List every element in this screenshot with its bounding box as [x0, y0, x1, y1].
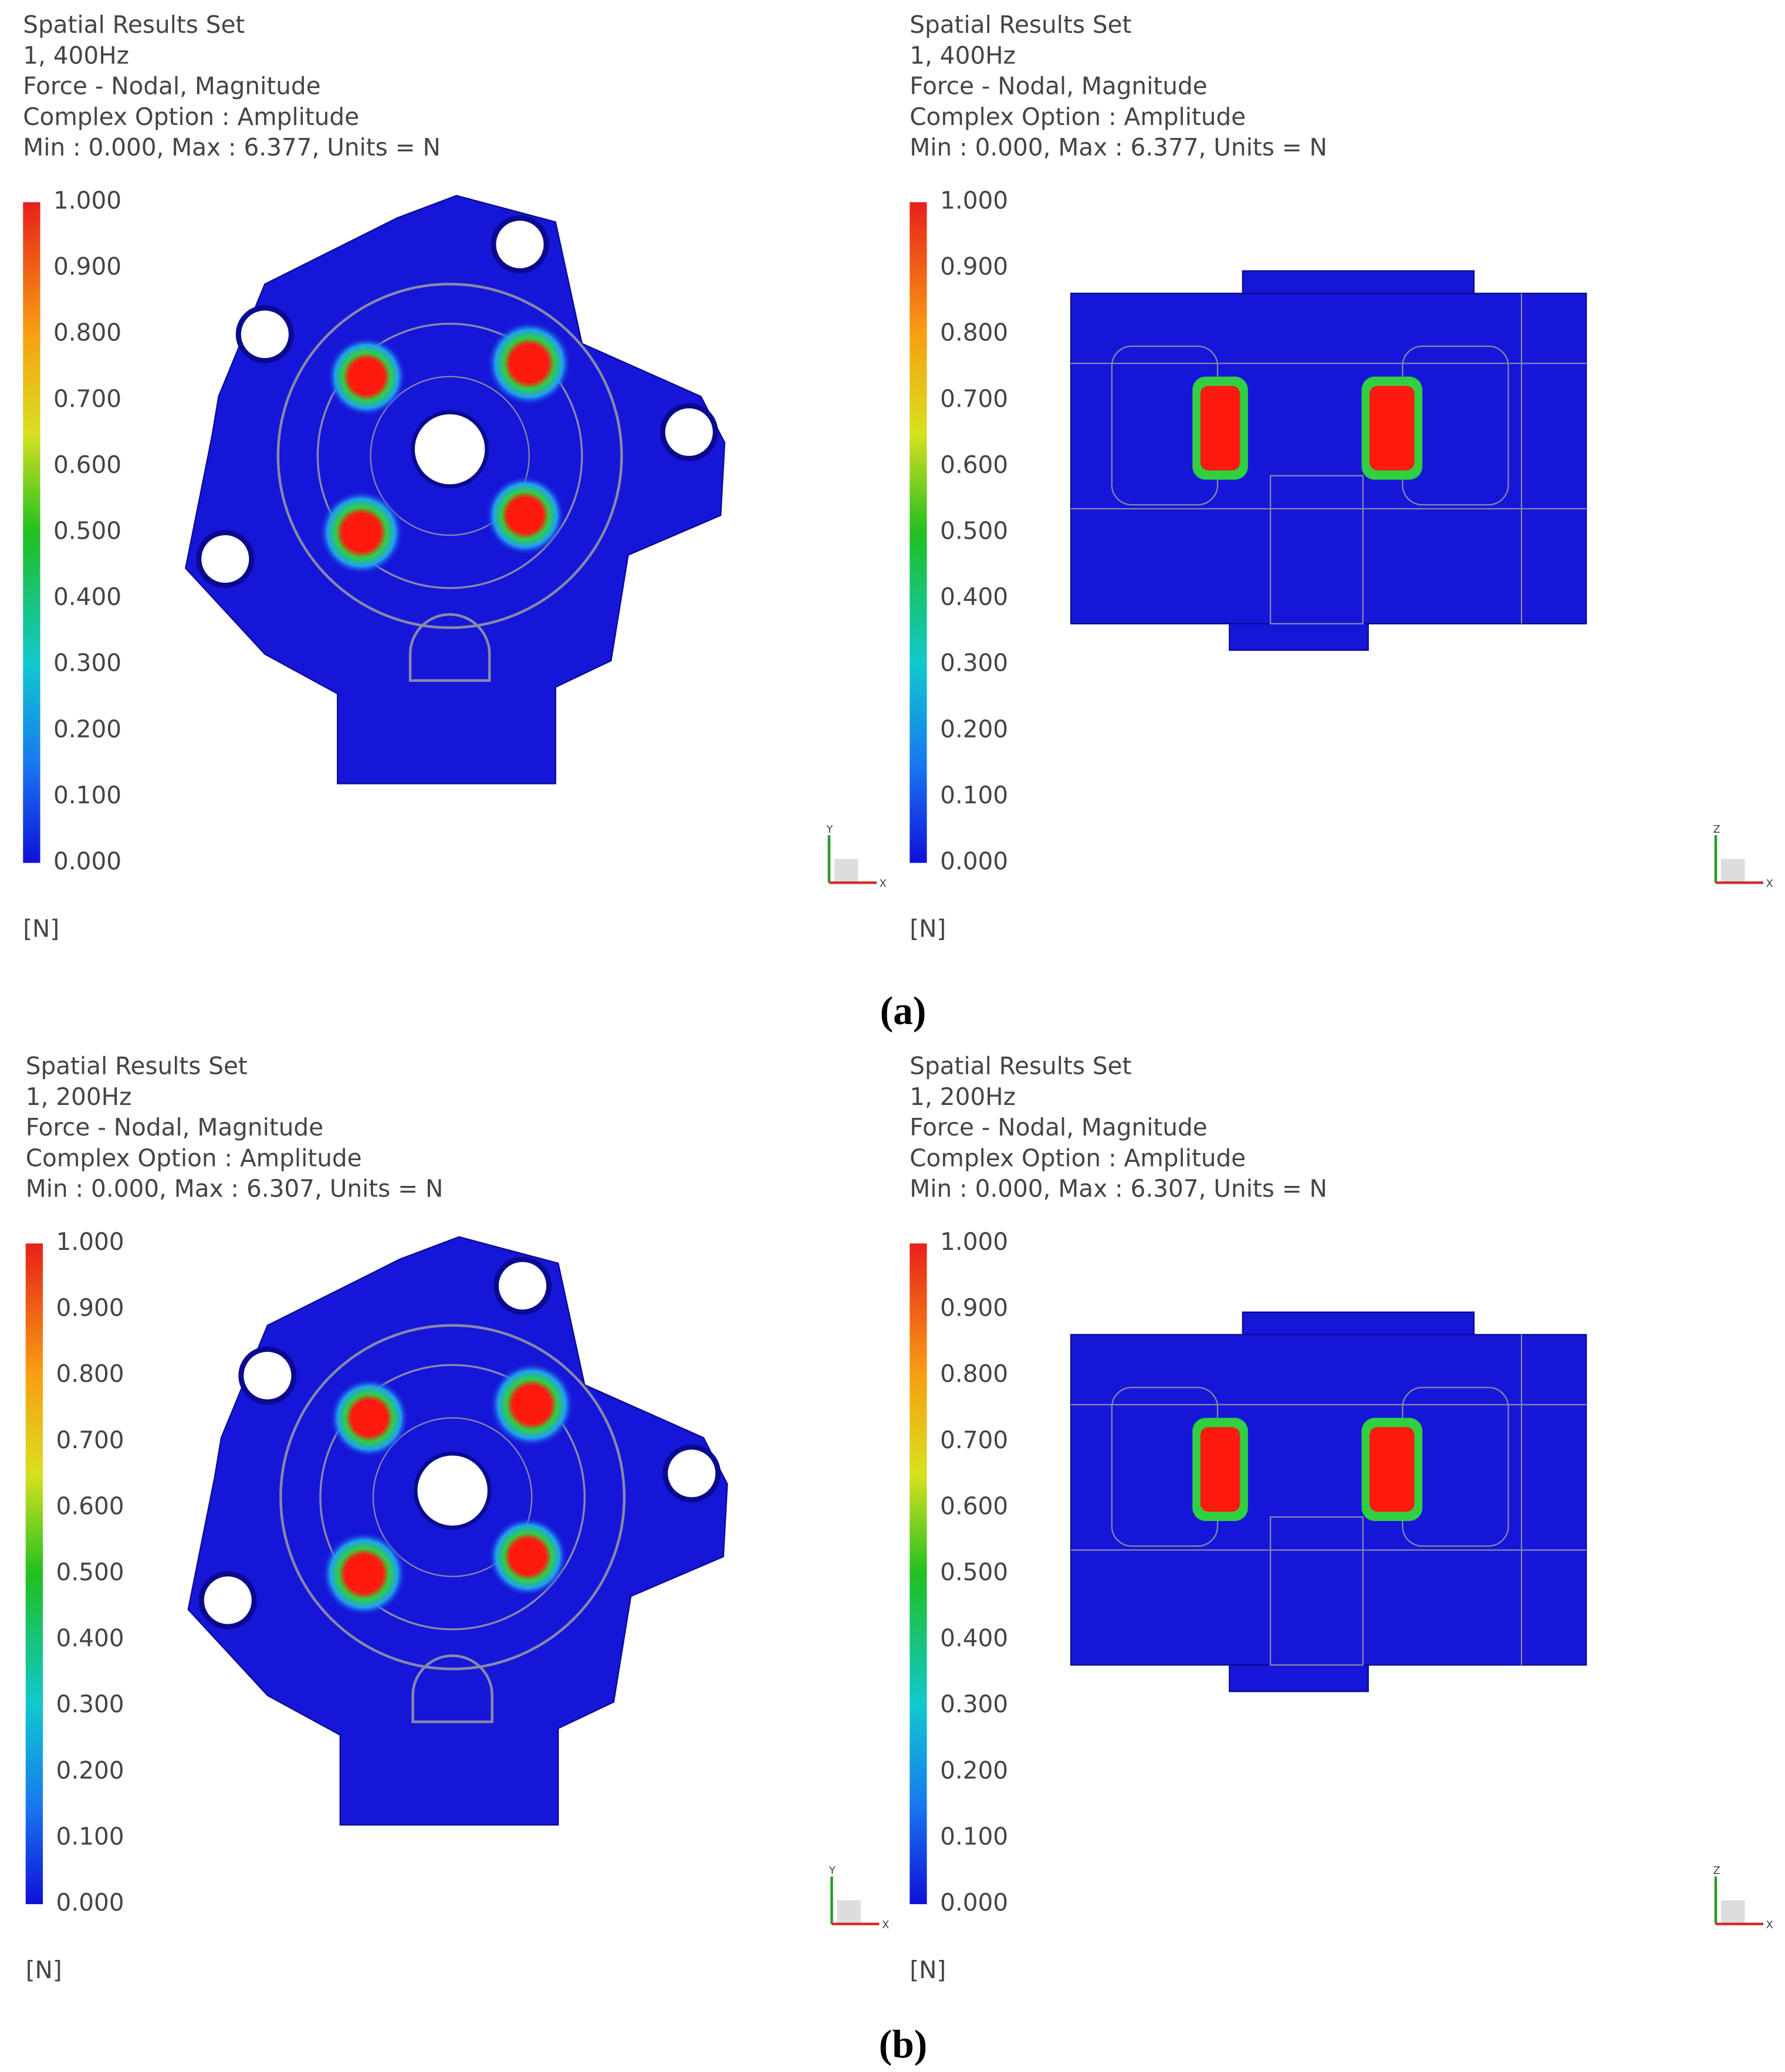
triad-box	[834, 858, 858, 883]
unit-label: [N]	[910, 1956, 946, 1984]
header-line: Spatial Results Set	[910, 1052, 1131, 1080]
legend-label: 0.900	[940, 252, 1008, 280]
triad-label: Z	[1713, 1865, 1720, 1877]
triad-label: X	[1766, 878, 1773, 890]
legend-label: 0.800	[56, 1360, 124, 1388]
legend-label: 1.000	[56, 1228, 124, 1256]
header-line: Force - Nodal, Magnitude	[26, 1113, 323, 1141]
header-line: 1, 200Hz	[26, 1083, 132, 1111]
legend-label: 0.100	[940, 781, 1008, 809]
color-bar	[25, 1243, 43, 1905]
header-line: Force - Nodal, Magnitude	[910, 1113, 1207, 1141]
header-line: Spatial Results Set	[26, 1052, 248, 1080]
legend-label: 0.400	[56, 1624, 124, 1652]
legend-label: 0.400	[940, 583, 1008, 611]
header-line: Complex Option : Amplitude	[910, 103, 1246, 131]
legend-label: 0.400	[53, 583, 121, 611]
header-line: 1, 400Hz	[910, 41, 1016, 69]
legend-label: 0.800	[53, 319, 121, 347]
triad-label: Y	[826, 823, 833, 836]
legend-label: 0.700	[53, 384, 121, 413]
triad-label: X	[879, 878, 886, 890]
fea-front-view	[185, 195, 725, 783]
caption: (b)	[879, 2022, 928, 2066]
legend-label: 0.600	[940, 1492, 1008, 1520]
triad-label: Z	[1713, 823, 1720, 836]
header-line: Complex Option : Amplitude	[23, 103, 359, 131]
unit-label: [N]	[910, 914, 946, 942]
legend-label: 0.000	[56, 1888, 124, 1916]
fea-front-view	[188, 1237, 728, 1825]
legend-label: 0.100	[940, 1822, 1008, 1850]
legend-label: 0.200	[940, 1756, 1008, 1784]
legend-label: 0.800	[940, 1360, 1008, 1388]
header-line: Force - Nodal, Magnitude	[23, 72, 320, 100]
legend-label: 0.900	[940, 1294, 1008, 1322]
header-line: 1, 200Hz	[910, 1083, 1016, 1111]
triad-label: Y	[829, 1865, 836, 1877]
legend-label: 0.600	[56, 1492, 124, 1520]
legend-label: 0.200	[56, 1756, 124, 1784]
color-bar	[910, 202, 927, 863]
legend-label: 0.200	[940, 715, 1008, 743]
legend-label: 0.300	[53, 649, 121, 677]
legend-label: 0.300	[940, 649, 1008, 677]
triad-label: X	[1766, 1919, 1773, 1931]
unit-label: [N]	[26, 1956, 62, 1984]
triad-label: X	[882, 1919, 889, 1931]
header-line: 1, 400Hz	[23, 41, 129, 69]
legend-label: 0.700	[940, 1426, 1008, 1454]
legend-label: 0.200	[53, 715, 121, 743]
legend-label: 0.100	[53, 781, 121, 809]
color-bar	[23, 202, 40, 863]
legend-label: 0.500	[940, 517, 1008, 545]
header-line: Complex Option : Amplitude	[910, 1144, 1246, 1172]
legend-label: 0.400	[940, 1624, 1008, 1652]
legend-label: 0.000	[940, 847, 1008, 875]
header-line: Spatial Results Set	[23, 11, 245, 39]
color-bar	[910, 1243, 927, 1905]
legend-label: 0.700	[940, 384, 1008, 413]
legend-label: 0.900	[53, 252, 121, 280]
header-line: Min : 0.000, Max : 6.307, Units = N	[26, 1175, 444, 1203]
header-line: Min : 0.000, Max : 6.307, Units = N	[910, 1175, 1327, 1203]
legend-label: 0.600	[53, 451, 121, 479]
legend-label: 1.000	[940, 187, 1008, 215]
legend-label: 0.600	[940, 451, 1008, 479]
legend-label: 0.700	[56, 1426, 124, 1454]
caption: (a)	[880, 989, 927, 1033]
legend-label: 0.500	[940, 1558, 1008, 1586]
legend-label: 0.000	[53, 847, 121, 875]
legend-label: 0.000	[940, 1888, 1008, 1916]
triad-box	[1720, 1900, 1745, 1924]
header-line: Force - Nodal, Magnitude	[910, 72, 1207, 100]
header-line: Min : 0.000, Max : 6.377, Units = N	[23, 133, 441, 161]
legend-label: 0.900	[56, 1294, 124, 1322]
legend-label: 0.500	[56, 1558, 124, 1586]
triad-box	[837, 1900, 861, 1924]
header-line: Complex Option : Amplitude	[26, 1144, 362, 1172]
triad-box	[1720, 858, 1745, 883]
legend-label: 1.000	[53, 187, 121, 215]
header-line: Min : 0.000, Max : 6.377, Units = N	[910, 133, 1327, 161]
legend-label: 0.800	[940, 319, 1008, 347]
header-line: Spatial Results Set	[910, 11, 1131, 39]
legend-label: 0.100	[56, 1822, 124, 1850]
legend-label: 0.500	[53, 517, 121, 545]
fea-side-view	[1071, 271, 1586, 650]
unit-label: [N]	[23, 914, 59, 942]
legend-label: 0.300	[940, 1690, 1008, 1718]
legend-label: 0.300	[56, 1690, 124, 1718]
fea-side-view	[1071, 1312, 1586, 1691]
legend-label: 1.000	[940, 1228, 1008, 1256]
